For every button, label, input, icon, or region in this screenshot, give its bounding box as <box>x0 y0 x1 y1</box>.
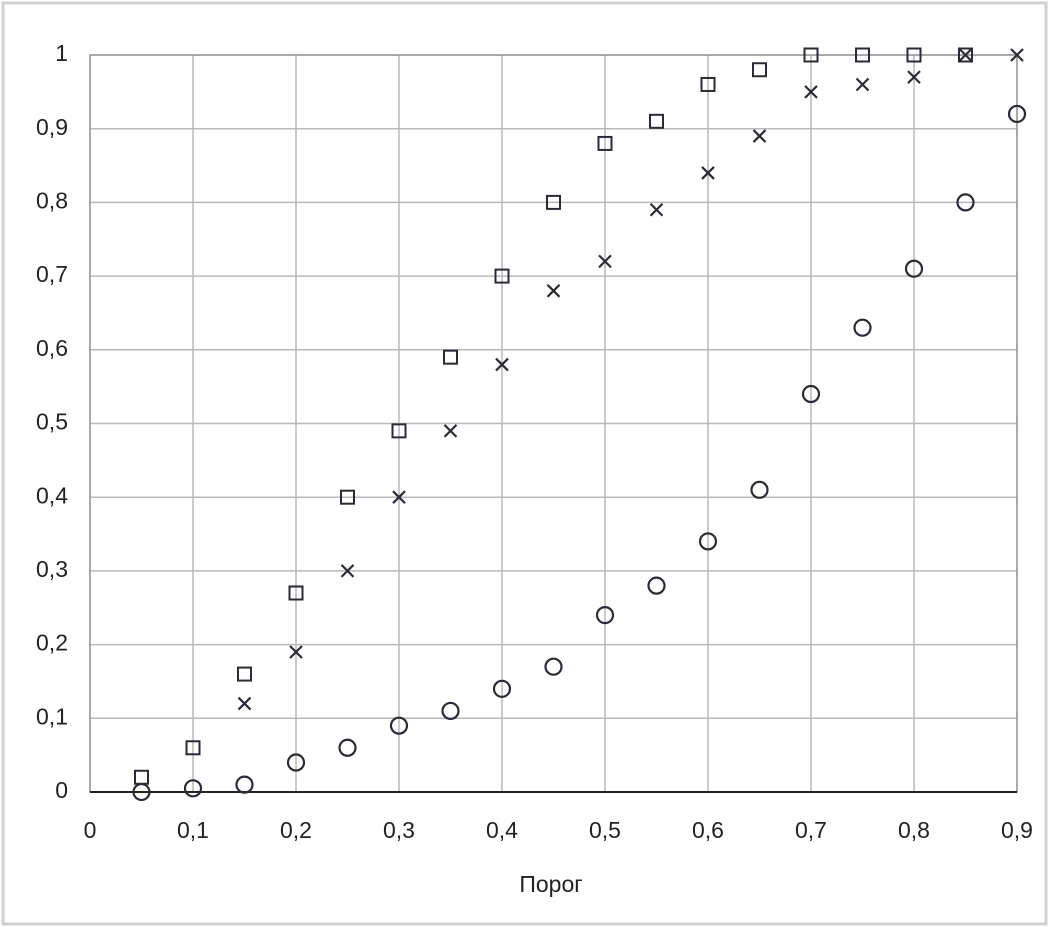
circle-marker <box>544 657 563 676</box>
circle-marker <box>389 716 409 735</box>
square-marker <box>752 62 767 78</box>
cross-marker <box>598 254 612 269</box>
cross-marker <box>804 85 818 99</box>
y-tick-label: 0,3 <box>36 556 68 582</box>
y-tick-label: 1 <box>55 40 68 66</box>
y-tick-label: 0 <box>55 777 68 803</box>
x-tick-label: 0,6 <box>692 817 724 843</box>
square-marker <box>340 489 355 505</box>
square-marker <box>649 113 664 129</box>
circle-marker <box>441 701 460 721</box>
y-tick-label: 0,8 <box>36 187 68 213</box>
y-tick-label: 0,6 <box>36 335 68 361</box>
circle-marker <box>853 318 872 337</box>
y-tick-label: 0,4 <box>36 482 68 508</box>
y-tick-label: 0,1 <box>36 703 68 729</box>
circle-marker <box>698 532 718 551</box>
x-tick-label: 0,3 <box>383 817 415 843</box>
cross-marker <box>289 645 303 659</box>
x-axis-label: Порог <box>519 871 582 897</box>
square-marker <box>803 47 819 63</box>
cross-marker <box>701 166 715 180</box>
x-tick-label: 0,1 <box>177 817 209 843</box>
square-marker <box>906 47 922 63</box>
x-tick-label: 0,4 <box>486 817 518 843</box>
circle-marker <box>904 259 924 278</box>
circle-marker <box>286 753 306 772</box>
y-tick-label: 0,5 <box>36 409 68 435</box>
y-tick-label: 0,2 <box>36 630 68 656</box>
cross-marker <box>1010 48 1024 62</box>
y-tick-label: 0,7 <box>36 261 68 287</box>
square-marker <box>597 135 613 151</box>
cross-marker <box>907 70 921 84</box>
circle-marker <box>1007 104 1027 124</box>
x-tick-label: 0,7 <box>795 817 827 843</box>
circle-marker <box>595 606 615 625</box>
cross-marker <box>958 48 973 62</box>
x-tick-label: 0,5 <box>589 817 621 843</box>
cross-marker <box>855 77 870 92</box>
x-tick-label: 0,8 <box>898 817 930 843</box>
square-marker <box>958 47 973 63</box>
square-marker <box>546 194 561 210</box>
square-marker <box>237 666 252 682</box>
cross-marker <box>495 357 509 372</box>
cross-marker <box>443 424 458 438</box>
cross-marker <box>237 696 252 711</box>
cross-marker <box>752 129 767 143</box>
square-marker <box>391 423 407 439</box>
y-tick-label: 0,9 <box>36 114 68 140</box>
cross-marker <box>649 202 664 217</box>
circle-marker <box>750 480 769 499</box>
square-marker <box>443 349 458 365</box>
square-marker <box>288 585 304 601</box>
circle-marker <box>338 738 357 757</box>
square-marker <box>185 740 201 756</box>
cross-marker <box>546 284 561 298</box>
x-tick-label: 0,2 <box>280 817 312 843</box>
cross-marker <box>340 564 355 578</box>
circle-marker <box>235 775 254 794</box>
x-tick-label: 0,9 <box>1001 817 1033 843</box>
square-marker <box>855 47 870 63</box>
circle-marker <box>492 679 512 698</box>
square-marker <box>494 268 510 284</box>
x-tick-label: 0 <box>84 817 97 843</box>
circle-marker <box>132 782 151 802</box>
circle-marker <box>183 779 203 798</box>
cross-marker <box>392 490 406 504</box>
circle-marker <box>647 576 666 595</box>
square-marker <box>700 76 716 92</box>
circle-marker <box>801 384 821 404</box>
circle-marker <box>956 193 975 212</box>
